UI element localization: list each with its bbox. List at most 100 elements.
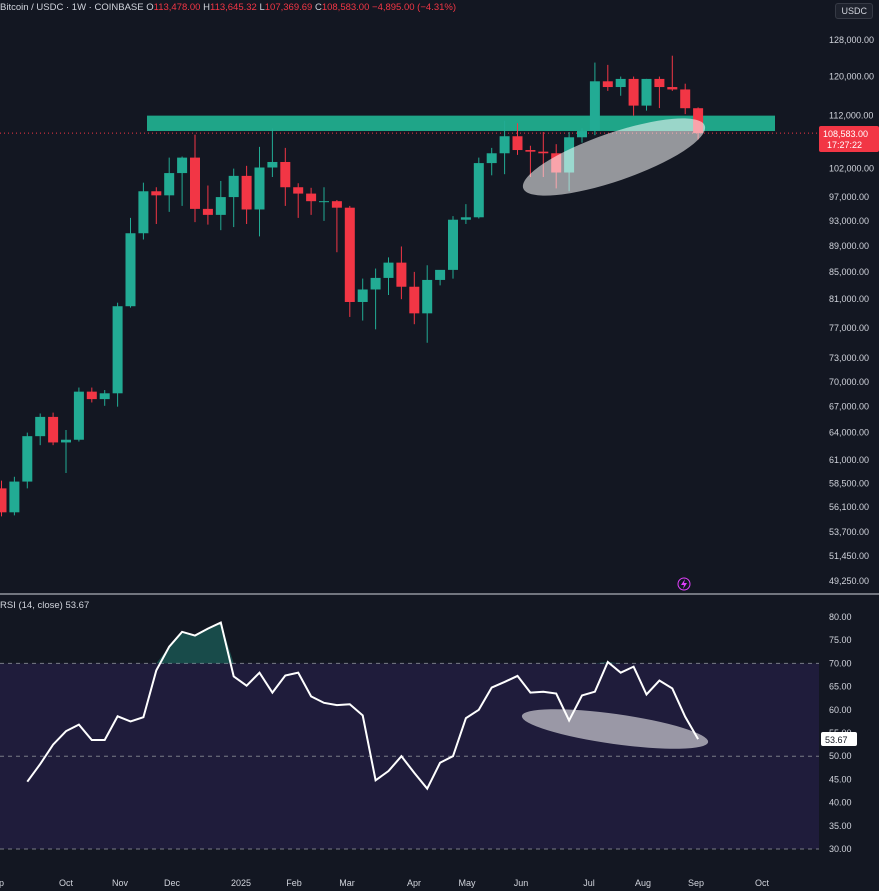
candle-body[interactable] <box>602 81 613 88</box>
rsi-highlight-ellipse[interactable] <box>520 701 710 757</box>
candle-body[interactable] <box>615 78 626 88</box>
candle-body[interactable] <box>654 78 665 88</box>
candle-body[interactable] <box>215 197 226 215</box>
candle-body[interactable] <box>138 191 149 234</box>
symbol-header[interactable]: Bitcoin / USDC · 1W · COINBASE O113,478.… <box>0 2 456 13</box>
high-label: H <box>203 2 210 13</box>
price-tick-label: 97,000.00 <box>829 192 869 202</box>
candle-body[interactable] <box>125 233 136 307</box>
candle-body[interactable] <box>396 262 407 287</box>
price-tick-label: 112,000.00 <box>829 111 873 121</box>
high-value: 113,645.32 <box>209 2 257 13</box>
price-tick-label: 64,000.00 <box>829 428 869 438</box>
price-tick-label: 51,450.00 <box>829 551 869 561</box>
candle-body[interactable] <box>422 279 433 314</box>
candle-body[interactable] <box>61 439 71 443</box>
price-highlight-ellipse[interactable] <box>515 103 712 211</box>
resistance-zone[interactable] <box>147 115 775 132</box>
low-label: L <box>259 2 265 13</box>
lightning-glyph-icon <box>681 579 687 589</box>
time-tick-label: Dec <box>164 878 181 888</box>
candle-body[interactable] <box>344 207 355 302</box>
candle-body[interactable] <box>86 391 97 400</box>
candle-body[interactable] <box>331 201 342 208</box>
time-tick-label: Nov <box>112 878 129 888</box>
candle-body[interactable] <box>577 131 587 138</box>
time-tick-label: Apr <box>407 878 421 888</box>
price-tick-label: 56,100.00 <box>829 502 869 512</box>
candle-body[interactable] <box>73 391 84 440</box>
candle-body[interactable] <box>9 481 20 513</box>
currency-badge[interactable]: USDC <box>835 3 873 19</box>
candle-body[interactable] <box>293 187 304 194</box>
time-tick-label: Oct <box>755 878 770 888</box>
candle-body[interactable] <box>460 217 471 220</box>
candle-body[interactable] <box>254 167 265 210</box>
price-tick-label: 93,000.00 <box>829 216 869 226</box>
rsi-value-tag-text: 53.67 <box>825 735 848 745</box>
price-tick-label: 81,000.00 <box>829 294 869 304</box>
candle-body[interactable] <box>486 153 497 164</box>
candle-body[interactable] <box>512 136 523 151</box>
candle-body[interactable] <box>628 78 639 106</box>
price-tick-label: 49,250.00 <box>829 576 869 586</box>
candle-body[interactable] <box>435 269 446 280</box>
price-tick-label: 77,000.00 <box>829 323 869 333</box>
candle-body[interactable] <box>280 161 291 188</box>
rsi-name: RSI (14, close) <box>0 600 63 611</box>
candle-body[interactable] <box>177 157 188 174</box>
low-value: 107,369.69 <box>264 2 313 13</box>
candle-body[interactable] <box>112 306 123 394</box>
candle-body[interactable] <box>228 175 239 198</box>
rsi-line[interactable] <box>26 621 699 791</box>
candle-body[interactable] <box>22 436 33 482</box>
candle-body[interactable] <box>641 78 652 106</box>
candle-body[interactable] <box>267 161 278 168</box>
candle-body[interactable] <box>202 208 213 215</box>
candle-body[interactable] <box>473 163 484 218</box>
candle-body[interactable] <box>499 136 510 154</box>
rsi-tick-label: 60.00 <box>829 705 852 715</box>
rsi-tick-label: 50.00 <box>829 751 852 761</box>
price-tick-label: 89,000.00 <box>829 241 869 251</box>
open-label: O <box>146 2 154 13</box>
lightning-icon[interactable] <box>677 577 691 591</box>
rsi-tick-label: 40.00 <box>829 798 852 808</box>
candle-body[interactable] <box>35 416 46 437</box>
time-tick-label: Oct <box>59 878 74 888</box>
symbol-name[interactable]: Bitcoin / USDC · 1W · COINBASE <box>0 2 144 13</box>
candle-body[interactable] <box>538 151 549 154</box>
price-axis: 128,000.00 120,000.00 112,000.00 102,000.00… <box>829 35 874 586</box>
time-tick-label: Feb <box>286 878 302 888</box>
rsi-tick-label: 80.00 <box>829 612 852 622</box>
candle-body[interactable] <box>667 87 678 90</box>
candle-body[interactable] <box>306 193 317 202</box>
candle-body[interactable] <box>680 89 691 109</box>
price-tick-label: 70,000.00 <box>829 377 869 387</box>
candle-body[interactable] <box>448 219 458 270</box>
candle-body[interactable] <box>357 289 368 302</box>
candle-body[interactable] <box>151 191 162 196</box>
candle-body[interactable] <box>319 201 329 203</box>
candle-body[interactable] <box>48 416 59 443</box>
candle-body[interactable] <box>409 286 420 314</box>
candle-body[interactable] <box>383 262 394 278</box>
candle-body[interactable] <box>0 488 7 513</box>
candle-body[interactable] <box>525 150 536 152</box>
last-price-value: 108,583.00 <box>823 129 868 139</box>
rsi-overbought-fill <box>156 622 621 664</box>
rsi-legend[interactable]: RSI (14, close) 53.67 <box>0 600 89 611</box>
candle-body[interactable] <box>99 393 110 400</box>
rsi-tick-label: 45.00 <box>829 774 852 784</box>
candle-body[interactable] <box>241 175 252 210</box>
bar-countdown: 17:27:22 <box>827 140 862 150</box>
rsi-legend-value: 53.67 <box>65 600 90 611</box>
price-tick-label: 128,000.00 <box>829 35 874 45</box>
time-tick-label: Sep <box>0 878 4 888</box>
rsi-tick-label: 75.00 <box>829 635 852 645</box>
candle-body[interactable] <box>589 81 600 132</box>
candle-body[interactable] <box>370 277 381 290</box>
candle-body[interactable] <box>164 173 175 196</box>
candle-body[interactable] <box>190 157 200 209</box>
